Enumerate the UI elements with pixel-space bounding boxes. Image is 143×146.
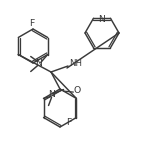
Text: N: N (48, 90, 55, 99)
Text: F: F (29, 19, 35, 27)
Text: F: F (66, 118, 72, 127)
Text: N: N (35, 59, 42, 68)
Text: N: N (99, 15, 105, 24)
Text: NH: NH (69, 60, 82, 68)
Text: O: O (74, 86, 81, 95)
